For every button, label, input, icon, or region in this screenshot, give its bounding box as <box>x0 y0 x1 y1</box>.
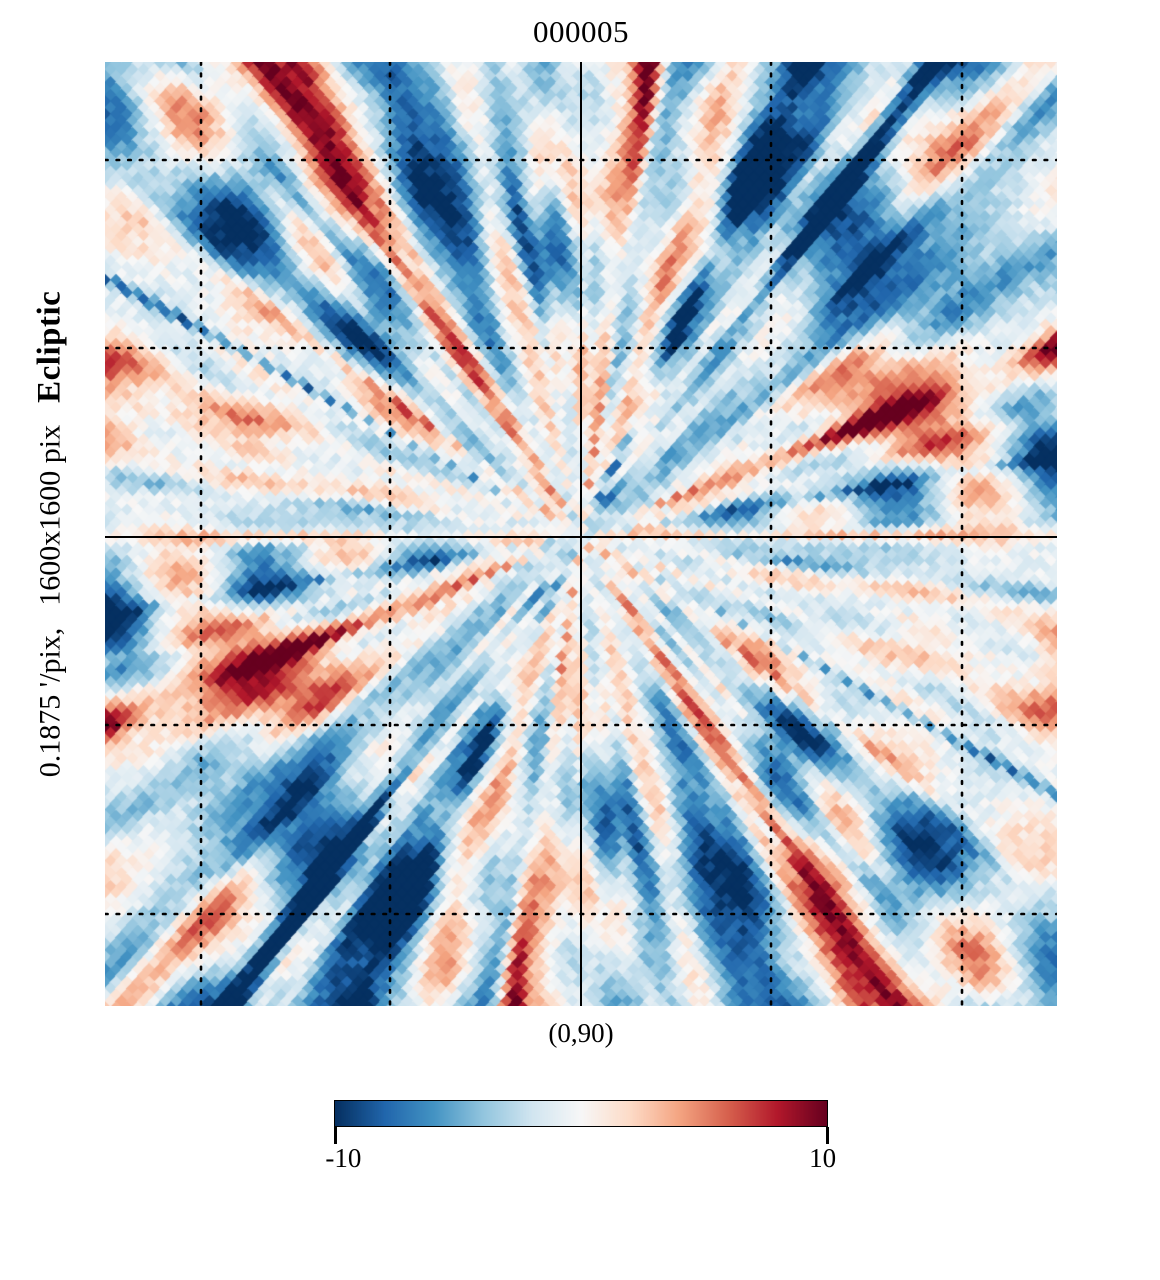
colorbar-max-label: 10 <box>809 1143 837 1173</box>
sky-map-plot[interactable] <box>105 62 1057 1006</box>
y-axis-label-scale: 0.1875 '/pix, <box>33 627 67 778</box>
y-axis-label-size: 1600x1600 pix <box>33 424 67 606</box>
y-axis-label-frame: Ecliptic <box>31 290 68 403</box>
y-axis-label: 0.1875 '/pix, 1600x1600 pix Ecliptic <box>0 62 100 1006</box>
colorbar-tick-max <box>826 1127 829 1144</box>
colorbar-min-label: -10 <box>325 1143 362 1173</box>
colorbar-gradient <box>335 1101 827 1126</box>
colorbar-tick-min <box>334 1127 337 1144</box>
page-title: 000005 <box>533 14 629 49</box>
sky-map-heatmap <box>105 62 1057 1006</box>
colorbar[interactable] <box>334 1100 828 1127</box>
x-axis-label: (0,90) <box>548 1018 614 1048</box>
